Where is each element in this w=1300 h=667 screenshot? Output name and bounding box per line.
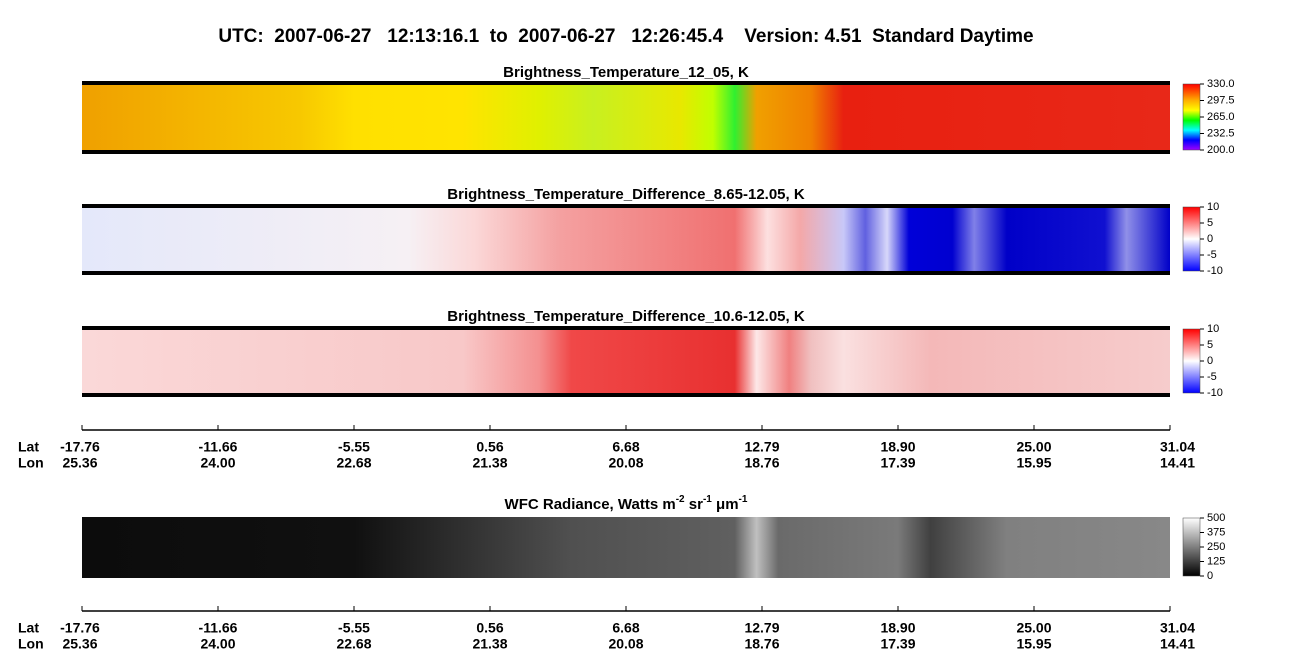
lon-tick-label: 17.39 bbox=[880, 636, 915, 652]
lat-tick-label: 25.00 bbox=[1016, 439, 1051, 455]
lat-tick-label: -5.55 bbox=[338, 620, 370, 636]
strip-border bbox=[82, 326, 1170, 330]
colorbar-label: -5 bbox=[1207, 249, 1217, 261]
lat-tick-label: 6.68 bbox=[612, 620, 639, 636]
colorbar-label: -10 bbox=[1207, 265, 1223, 277]
lat-tick-label: 18.90 bbox=[880, 620, 915, 636]
image-strip bbox=[82, 517, 1170, 578]
panel-title: Brightness_Temperature_Difference_10.6-1… bbox=[447, 308, 805, 325]
colorbar-label: 375 bbox=[1207, 526, 1225, 538]
title-part: -1 bbox=[739, 494, 748, 505]
lon-tick-label: 20.08 bbox=[608, 636, 643, 652]
lon-tick-label: 22.68 bbox=[336, 636, 371, 652]
lon-tick-label: 17.39 bbox=[880, 455, 915, 471]
lat-tick-label: -11.66 bbox=[199, 620, 238, 636]
colorbar-label: -5 bbox=[1207, 371, 1217, 383]
image-strip bbox=[82, 83, 1170, 152]
colorbar-label: 265.0 bbox=[1207, 111, 1235, 123]
colorbar-label: 0 bbox=[1207, 570, 1213, 582]
colorbar-label: 297.5 bbox=[1207, 94, 1235, 106]
page-title: UTC: 2007-06-27 12:13:16.1 to 2007-06-27… bbox=[218, 26, 1033, 47]
colorbar bbox=[1182, 517, 1201, 577]
lat-tick-label: -17.76 bbox=[60, 620, 100, 636]
lon-tick-label: 21.38 bbox=[472, 636, 507, 652]
lon-tick-label: 15.95 bbox=[1016, 455, 1051, 471]
colorbar-label: 200.0 bbox=[1207, 144, 1235, 156]
lat-tick-label: 31.04 bbox=[1160, 620, 1195, 636]
panel-title: Brightness_Temperature_Difference_8.65-1… bbox=[447, 186, 805, 203]
lon-tick-label: 21.38 bbox=[472, 455, 507, 471]
lon-tick-label: 18.76 bbox=[744, 636, 779, 652]
lat-label: Lat bbox=[18, 439, 39, 455]
lon-label: Lon bbox=[18, 636, 44, 652]
colorbar-label: 125 bbox=[1207, 555, 1225, 567]
lon-tick-label: 24.00 bbox=[200, 636, 235, 652]
colorbar-label: 0 bbox=[1207, 233, 1213, 245]
lat-tick-label: 0.56 bbox=[476, 620, 503, 636]
colorbar-label: -10 bbox=[1207, 387, 1223, 399]
lat-tick-label: 6.68 bbox=[612, 439, 639, 455]
colorbar bbox=[1182, 206, 1201, 272]
lon-tick-label: 22.68 bbox=[336, 455, 371, 471]
lat-tick-label: 18.90 bbox=[880, 439, 915, 455]
colorbar-label: 0 bbox=[1207, 355, 1213, 367]
strip-border bbox=[82, 150, 1170, 154]
lat-tick-label: -5.55 bbox=[338, 439, 370, 455]
lat-tick-label: -17.76 bbox=[60, 439, 100, 455]
lon-tick-label: 15.95 bbox=[1016, 636, 1051, 652]
strip-border bbox=[82, 81, 1170, 85]
lon-tick-label: 14.41 bbox=[1160, 455, 1195, 471]
lon-tick-label: 14.41 bbox=[1160, 636, 1195, 652]
image-strip bbox=[82, 206, 1170, 273]
panel-title: Brightness_Temperature_12_05, K bbox=[503, 64, 749, 81]
colorbar-label: 250 bbox=[1207, 541, 1225, 553]
title-part: -2 bbox=[676, 494, 685, 505]
strip-border bbox=[82, 204, 1170, 208]
lon-label: Lon bbox=[18, 455, 44, 471]
lat-tick-label: 12.79 bbox=[744, 439, 779, 455]
image-strip bbox=[82, 328, 1170, 395]
panel-title: WFC Radiance, Watts m-2 sr-1 μm-1 bbox=[505, 494, 748, 513]
title-part: WFC Radiance, Watts m bbox=[505, 496, 676, 513]
colorbar bbox=[1182, 328, 1201, 394]
lon-tick-label: 24.00 bbox=[200, 455, 235, 471]
colorbar-label: 330.0 bbox=[1207, 78, 1235, 90]
lat-tick-label: -11.66 bbox=[199, 439, 238, 455]
lat-tick-label: 25.00 bbox=[1016, 620, 1051, 636]
title-part: μm bbox=[712, 496, 739, 513]
colorbar-label: 232.5 bbox=[1207, 127, 1235, 139]
lat-label: Lat bbox=[18, 620, 39, 636]
lon-tick-label: 25.36 bbox=[62, 636, 97, 652]
lat-tick-label: 12.79 bbox=[744, 620, 779, 636]
lat-tick-label: 31.04 bbox=[1160, 439, 1195, 455]
strip-border bbox=[82, 393, 1170, 397]
colorbar-label: 10 bbox=[1207, 323, 1219, 335]
colorbar bbox=[1182, 83, 1201, 151]
lon-tick-label: 20.08 bbox=[608, 455, 643, 471]
title-part: sr bbox=[685, 496, 704, 513]
colorbar-label: 5 bbox=[1207, 217, 1213, 229]
lat-tick-label: 0.56 bbox=[476, 439, 503, 455]
colorbar-label: 500 bbox=[1207, 512, 1225, 524]
title-part: -1 bbox=[703, 494, 712, 505]
colorbar-label: 10 bbox=[1207, 201, 1219, 213]
colorbar-label: 5 bbox=[1207, 339, 1213, 351]
lon-tick-label: 25.36 bbox=[62, 455, 97, 471]
lon-tick-label: 18.76 bbox=[744, 455, 779, 471]
strip-border bbox=[82, 271, 1170, 275]
